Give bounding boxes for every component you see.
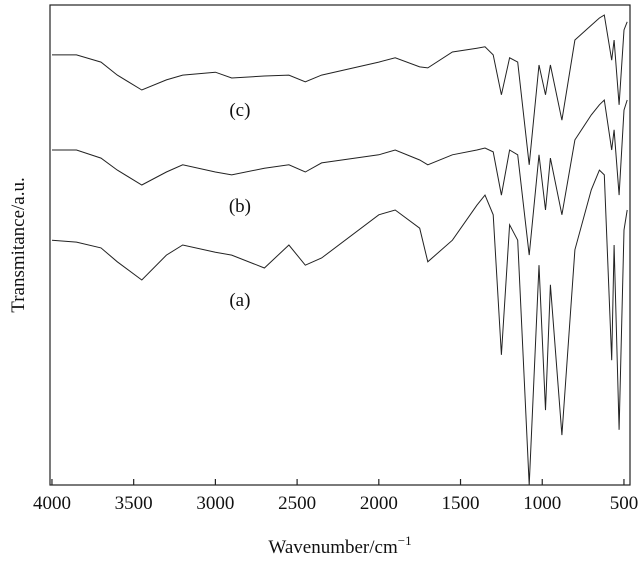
x-tick-label: 3000: [196, 493, 234, 514]
x-label-main: Wavenumber/cm: [268, 537, 398, 558]
spectrum-line: [51, 169, 628, 486]
series-label: (a): [229, 290, 250, 311]
x-tick-label: 2000: [360, 493, 398, 514]
spectrum-line: [52, 98, 628, 256]
y-axis-label: Transmitance/a.u.: [8, 177, 29, 312]
x-axis-label: Wavenumber/cm−1: [268, 533, 411, 558]
x-tick-label: 3500: [115, 493, 153, 514]
series-label: (c): [229, 100, 250, 121]
x-tick-label: 2500: [278, 493, 316, 514]
x-tick-label: 4000: [33, 493, 71, 514]
x-tick-label: 500: [610, 493, 639, 514]
x-tick-label: 1000: [523, 493, 561, 514]
plot-frame: [49, 4, 631, 486]
spectrum-line: [52, 14, 628, 165]
x-label-superscript: −1: [398, 533, 412, 548]
series-label: (b): [229, 196, 251, 217]
x-tick-label: 1500: [442, 493, 480, 514]
